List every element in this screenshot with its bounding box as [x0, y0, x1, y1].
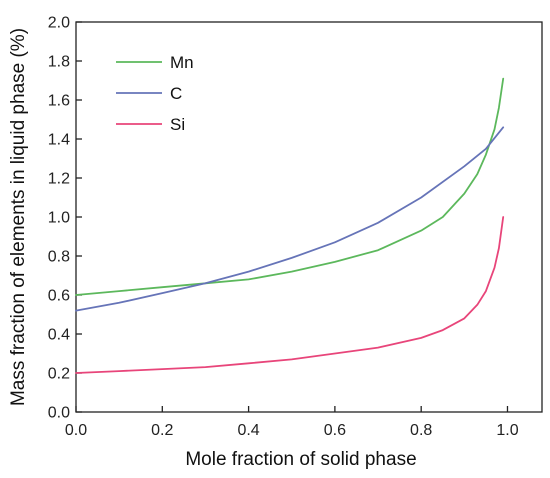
x-axis: 0.0 0.2 0.4 0.6 0.8 1.0 — [65, 406, 519, 439]
series-line-c — [75, 126, 505, 312]
y-tick-label: 1.6 — [48, 93, 70, 110]
x-tick-label: 0.0 — [65, 422, 87, 439]
x-tick-label: 0.6 — [324, 422, 346, 439]
y-tick-label: 1.2 — [48, 171, 70, 188]
legend: Mn C Si — [116, 53, 194, 134]
y-tick-label: 2.0 — [48, 15, 70, 32]
series-line-mn — [75, 77, 505, 296]
legend-label-mn: Mn — [170, 53, 194, 72]
plot-frame — [75, 21, 543, 413]
series-line-si — [75, 216, 505, 374]
x-axis-label: Mole fraction of solid phase — [185, 449, 416, 470]
legend-label-c: C — [170, 84, 182, 103]
y-tick-label: 0.6 — [48, 288, 70, 305]
y-tick-label: 0.8 — [48, 249, 70, 266]
legend-label-si: Si — [170, 115, 185, 134]
x-tick-label: 0.2 — [151, 422, 173, 439]
y-tick-label: 0.4 — [48, 327, 70, 344]
plot-border — [75, 21, 543, 413]
x-tick-label: 0.8 — [410, 422, 432, 439]
y-tick-label: 0.0 — [48, 405, 70, 422]
series-layer — [75, 77, 505, 374]
x-tick-label: 0.4 — [237, 422, 259, 439]
y-tick-label: 1.0 — [48, 210, 70, 227]
y-tick-label: 1.8 — [48, 54, 70, 71]
x-tick-label: 1.0 — [496, 422, 518, 439]
y-axis-label: Mass fraction of elements in liquid phas… — [8, 28, 29, 406]
y-tick-label: 0.2 — [48, 366, 70, 383]
y-axis: 0.0 0.2 0.4 0.6 0.8 1.0 1.2 1.4 1.6 1.8 2.0 — [48, 15, 82, 422]
y-tick-label: 1.4 — [48, 132, 70, 149]
